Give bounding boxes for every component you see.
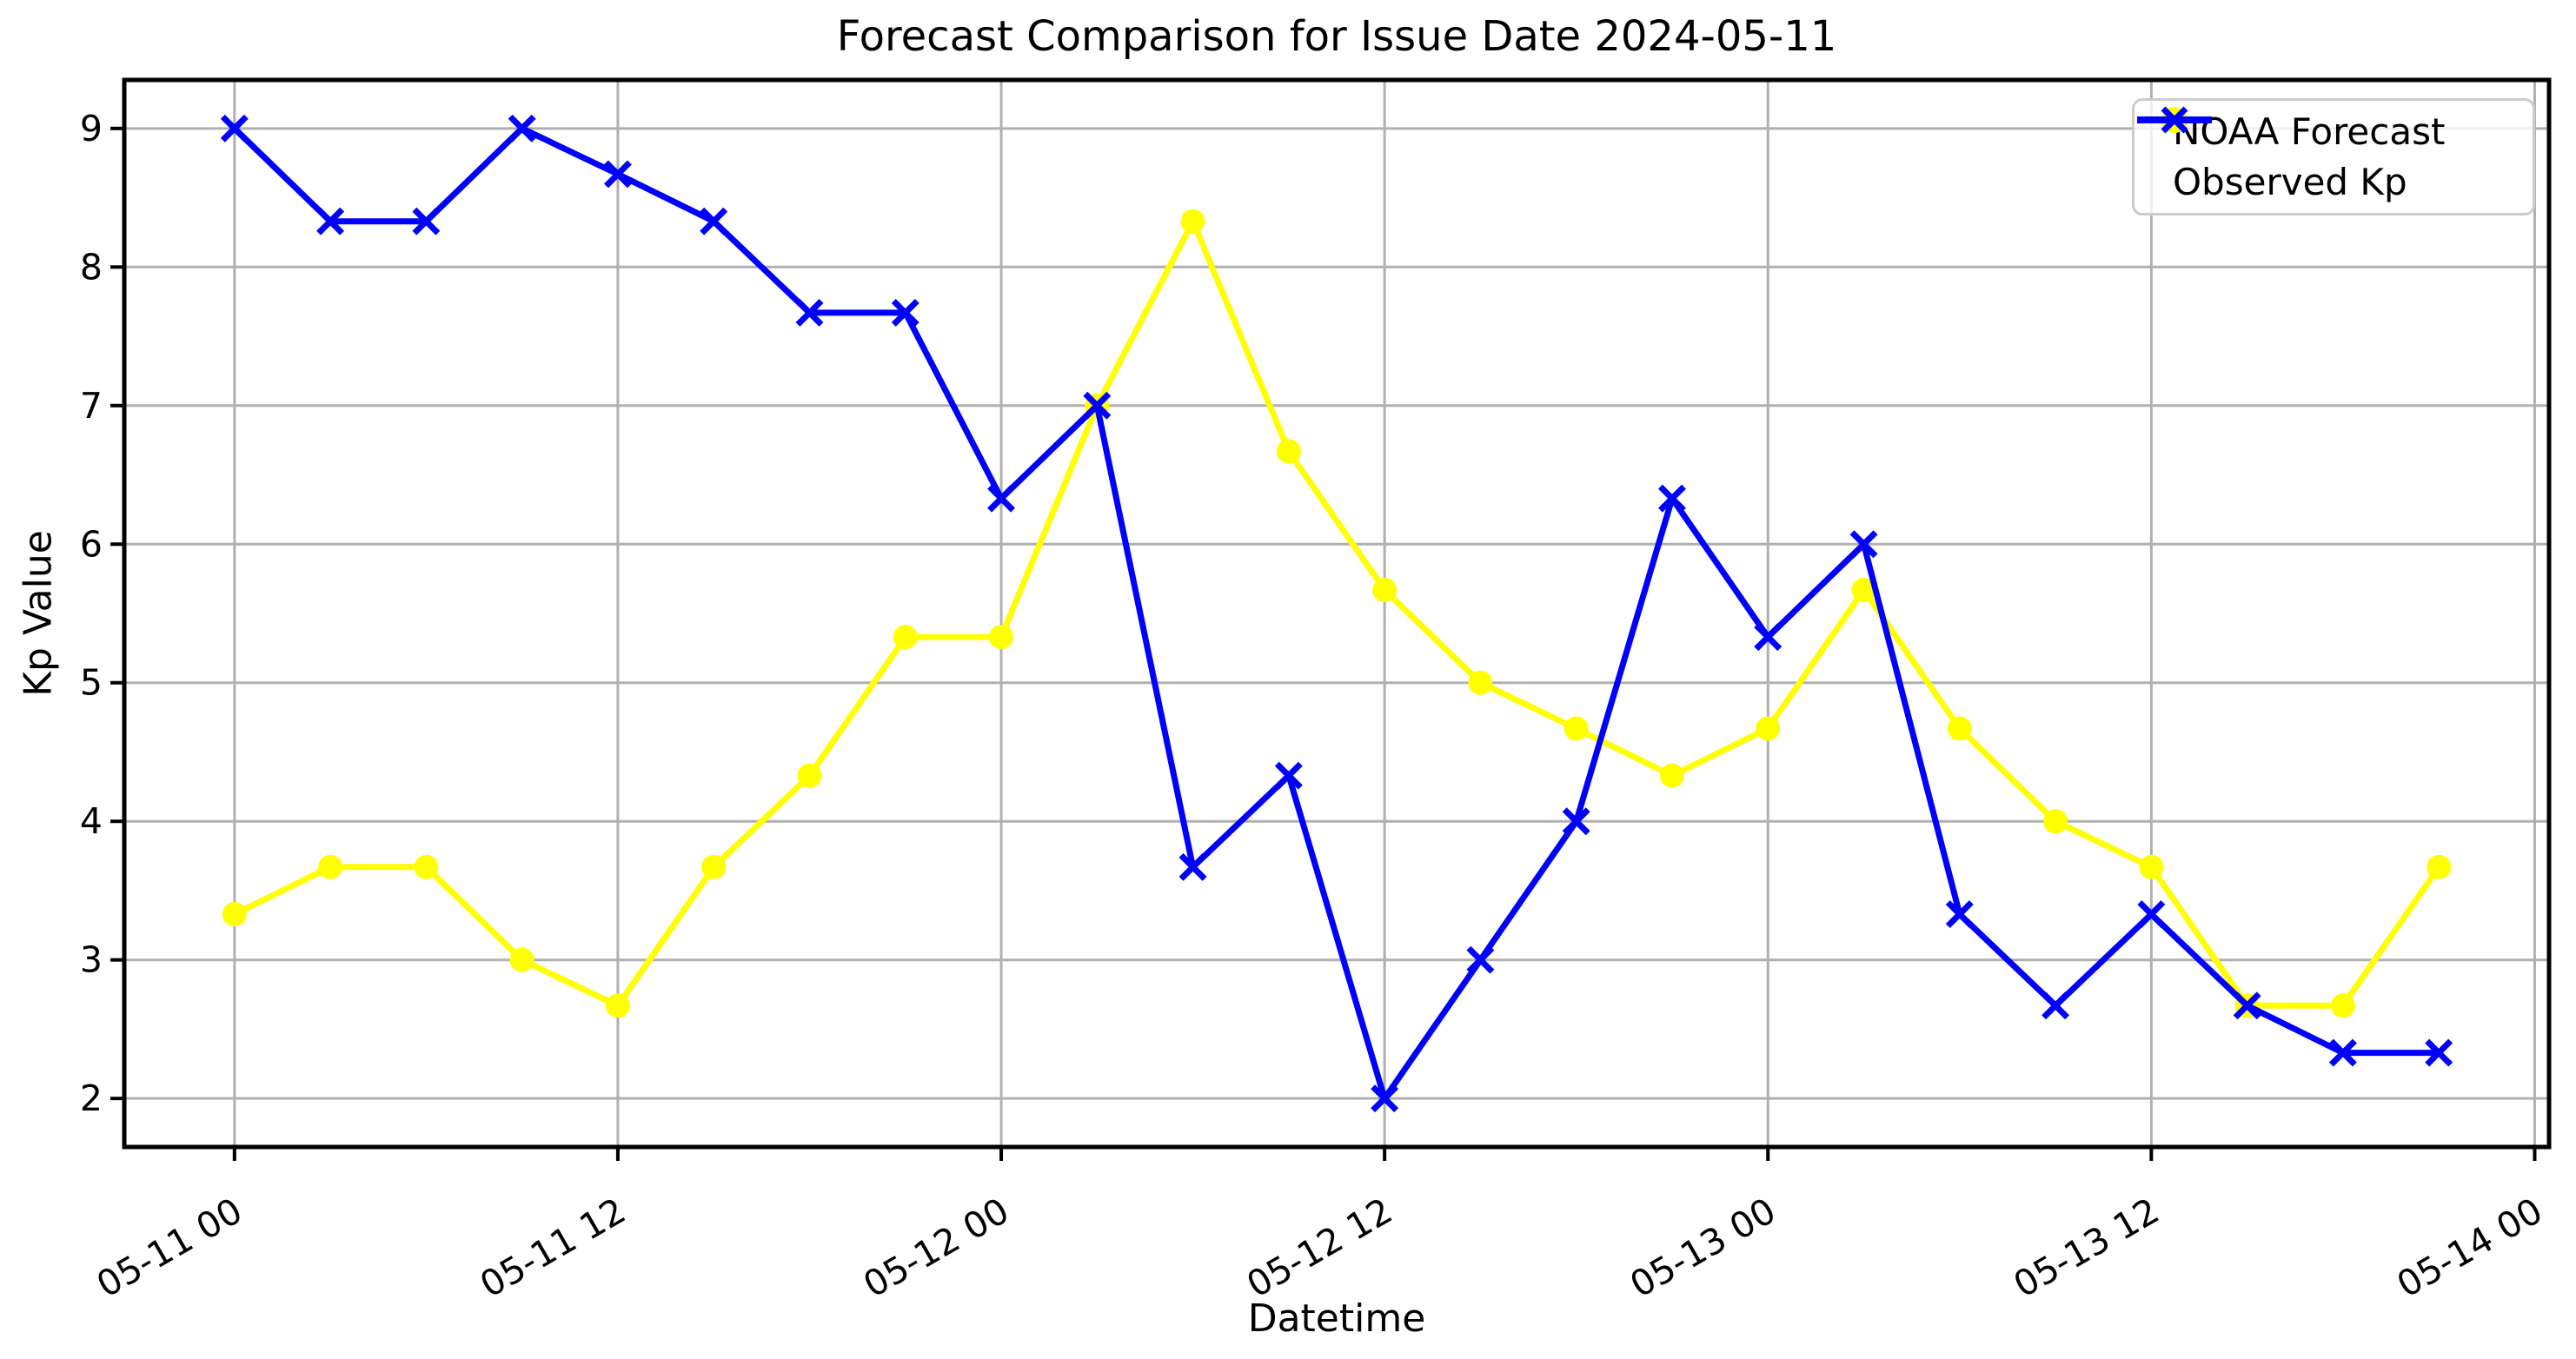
data-point-marker-x [1178,852,1207,881]
data-point-marker-circle [318,854,343,879]
y-tick-label: 3 [80,939,103,981]
legend-item-observed-kp: Observed Kp [2137,106,2519,204]
x-tick-label: 05-12 00 [856,1190,1016,1306]
data-point-marker-circle [2139,854,2164,879]
data-point-marker-x [891,298,920,327]
y-tick-label: 9 [80,108,103,149]
legend: NOAA Forecast Observed Kp [2132,98,2535,215]
x-tick-label: 05-12 12 [1239,1190,1399,1306]
data-point-marker-x [1849,530,1878,559]
data-point-marker-x [316,207,345,235]
x-tick-label: 05-14 00 [2390,1190,2550,1306]
chart-title: Forecast Comparison for Issue Date 2024-… [836,12,1837,61]
data-point-marker-x [1657,484,1686,513]
data-point-marker-x [1371,1084,1399,1113]
data-point-marker-circle [2427,854,2452,879]
data-point-marker-circle [1372,577,1398,602]
data-point-marker-circle [509,947,534,972]
legend-line-sample-observed-kp [2137,106,2212,134]
series-line-noaa-forecast [233,218,2442,1009]
data-point-marker-x [1274,761,1303,790]
data-point-marker-x [1562,807,1590,836]
data-point-marker-x [1083,391,1112,420]
data-point-marker-x [508,114,536,143]
data-point-marker-circle [1468,670,1493,695]
data-point-marker-circle [1180,209,1205,234]
data-point-marker-circle [1756,716,1781,741]
data-point-marker-circle [414,854,439,879]
x-tick-label: 05-11 12 [473,1190,633,1306]
data-point-marker-circle [701,854,727,879]
x-marker-icon [2161,106,2188,134]
data-point-marker-x [220,114,249,143]
series-line-observed-kp [232,125,2440,1102]
data-point-marker-x [412,207,441,235]
data-point-marker-circle [797,763,822,788]
data-point-marker-circle [989,625,1013,650]
legend-label: NOAA Forecast [2173,109,2446,153]
x-tick-label: 05-13 00 [1623,1190,1783,1306]
y-tick-label: 4 [80,800,103,842]
data-point-marker-circle [1660,763,1684,788]
data-point-marker-x [2328,1038,2357,1067]
data-point-marker-x [603,160,632,189]
data-point-marker-x [987,484,1016,513]
data-point-marker-x [2137,900,2166,929]
data-point-marker-x [795,298,824,327]
data-point-marker-x [2425,1038,2453,1067]
data-point-marker-circle [2330,993,2355,1018]
data-point-marker-x [1754,623,1783,652]
data-point-marker-circle [1564,716,1589,741]
x-axis-label: Datetime [1247,1296,1426,1341]
axes-spines [122,77,2552,1150]
data-point-marker-x [1945,900,1974,929]
data-point-marker-circle [605,993,630,1018]
data-point-marker-circle [2043,809,2068,834]
y-tick-label: 8 [80,246,103,288]
y-tick-label: 6 [80,523,103,565]
x-tick-label: 05-11 00 [90,1190,249,1306]
data-point-marker-x [2233,991,2261,1020]
data-point-marker-x [2042,991,2070,1020]
data-point-marker-circle [1276,439,1301,464]
y-tick-label: 2 [80,1077,103,1119]
x-tick-label: 05-13 12 [2007,1190,2167,1306]
data-point-marker-x [1466,945,1495,974]
data-point-marker-circle [1947,716,1972,741]
y-tick-label: 7 [80,385,103,427]
legend-label: Observed Kp [2173,161,2407,204]
data-point-marker-x [700,207,728,235]
y-axis-label: Kp Value [16,530,61,697]
data-point-marker-circle [1851,577,1876,602]
data-point-marker-circle [222,902,247,927]
data-point-marker-circle [893,625,918,650]
y-tick-label: 5 [80,662,103,704]
